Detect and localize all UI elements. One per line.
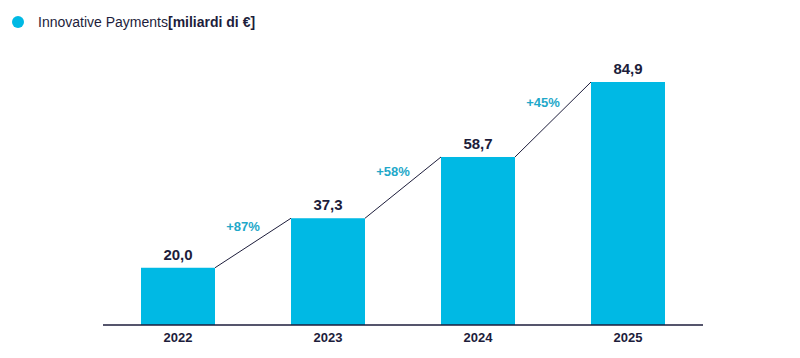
- html-text:Innovative Payments [miliardi: Innovative Payments [miliardi di €]: [38, 14, 256, 30]
- svg-text:58,7: 58,7: [463, 135, 492, 152]
- svg-text:2024: 2024: [464, 330, 494, 345]
- svg-text:84,9: 84,9: [613, 60, 642, 77]
- svg-text:+87%: +87%: [226, 219, 260, 234]
- svg-text:2025: 2025: [614, 330, 643, 345]
- svg-text:37,3: 37,3: [313, 196, 342, 213]
- svg-text:2022: 2022: [164, 330, 193, 345]
- svg-text:2023: 2023: [314, 330, 343, 345]
- svg-text:20,0: 20,0: [163, 246, 192, 263]
- svg-text:+45%: +45%: [526, 95, 560, 110]
- svg-text:+58%: +58%: [376, 164, 410, 179]
